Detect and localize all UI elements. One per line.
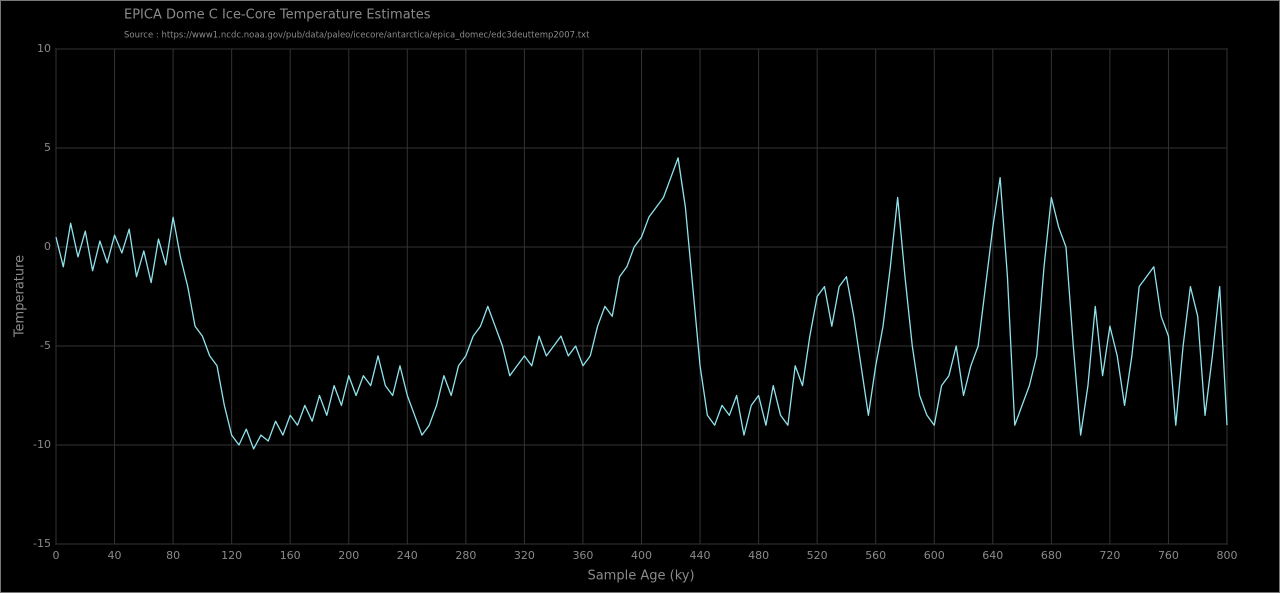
x-tick-label: 320 xyxy=(514,549,535,562)
y-tick-label: 10 xyxy=(37,42,51,55)
y-tick-label: -5 xyxy=(40,339,51,352)
y-tick-label: 0 xyxy=(44,240,51,253)
y-tick-label: -15 xyxy=(33,537,51,550)
x-tick-label: 520 xyxy=(807,549,828,562)
x-tick-label: 680 xyxy=(1041,549,1062,562)
chart-title: EPICA Dome C Ice-Core Temperature Estima… xyxy=(124,8,431,23)
x-tick-label: 640 xyxy=(982,549,1003,562)
x-tick-label: 160 xyxy=(280,549,301,562)
x-tick-label: 760 xyxy=(1158,549,1179,562)
x-tick-label: 360 xyxy=(572,549,593,562)
y-tick-label: 5 xyxy=(44,141,51,154)
x-tick-label: 80 xyxy=(166,549,180,562)
y-tick-label: -10 xyxy=(33,438,51,451)
x-tick-label: 400 xyxy=(631,549,652,562)
x-axis-label: Sample Age (ky) xyxy=(587,569,694,584)
x-tick-label: 280 xyxy=(455,549,476,562)
x-tick-label: 560 xyxy=(865,549,886,562)
x-tick-label: 600 xyxy=(924,549,945,562)
y-axis-label: Temperature xyxy=(13,255,28,338)
x-tick-label: 200 xyxy=(338,549,359,562)
x-tick-label: 720 xyxy=(1099,549,1120,562)
x-tick-label: 40 xyxy=(108,549,122,562)
x-tick-label: 800 xyxy=(1217,549,1238,562)
chart-subtitle: Source : https://www1.ncdc.noaa.gov/pub/… xyxy=(124,31,590,41)
x-tick-label: 480 xyxy=(748,549,769,562)
x-tick-label: 440 xyxy=(690,549,711,562)
data-line xyxy=(55,157,1228,450)
x-tick-label: 240 xyxy=(397,549,418,562)
x-tick-label: 0 xyxy=(53,549,60,562)
x-tick-label: 120 xyxy=(221,549,242,562)
